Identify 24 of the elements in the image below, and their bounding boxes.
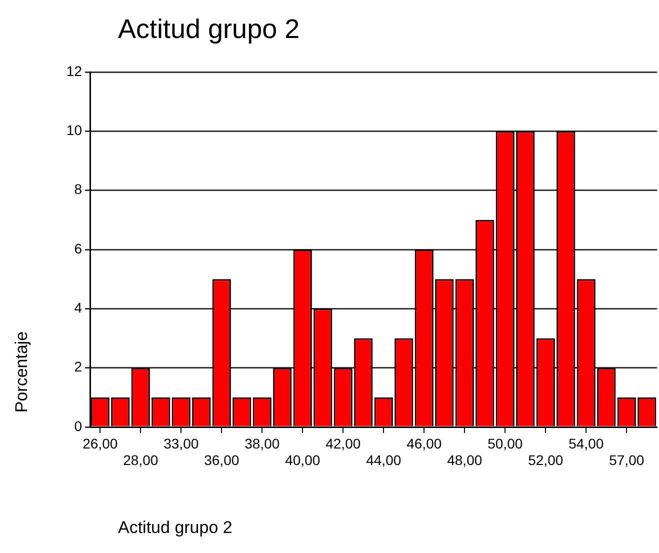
x-tick-label: 44,00 — [366, 452, 402, 468]
y-tick-label: 2 — [74, 358, 82, 375]
x-tick-label: 33,00 — [164, 435, 199, 452]
y-tick-label: 6 — [74, 240, 82, 256]
x-tick-label: 28,00 — [123, 452, 158, 468]
y-tick-label: 12 — [66, 62, 82, 79]
x-tick-label: 50,00 — [488, 435, 523, 452]
x-tick-label: 36,00 — [204, 452, 240, 468]
y-axis-title: Porcentaje — [12, 331, 32, 413]
x-axis-title: Actitud grupo 2 — [118, 518, 232, 538]
x-tick-label: 26,00 — [82, 435, 118, 452]
x-tick-label: 46,00 — [406, 435, 442, 452]
x-tick-label: 42,00 — [326, 435, 361, 452]
y-tick-label: 0 — [74, 418, 82, 434]
x-tick-label: 40,00 — [285, 452, 320, 468]
y-tick-label: 8 — [74, 181, 82, 198]
y-tick-label: 10 — [66, 122, 82, 138]
x-tick-label: 52,00 — [528, 452, 564, 468]
x-tick-label: 57,00 — [609, 452, 644, 468]
x-tick-label: 38,00 — [244, 435, 280, 452]
x-tick-label: 48,00 — [447, 452, 482, 468]
x-tick-label: 54,00 — [568, 435, 604, 452]
chart-title: Actitud grupo 2 — [118, 14, 300, 45]
y-tick-label: 4 — [74, 300, 82, 316]
